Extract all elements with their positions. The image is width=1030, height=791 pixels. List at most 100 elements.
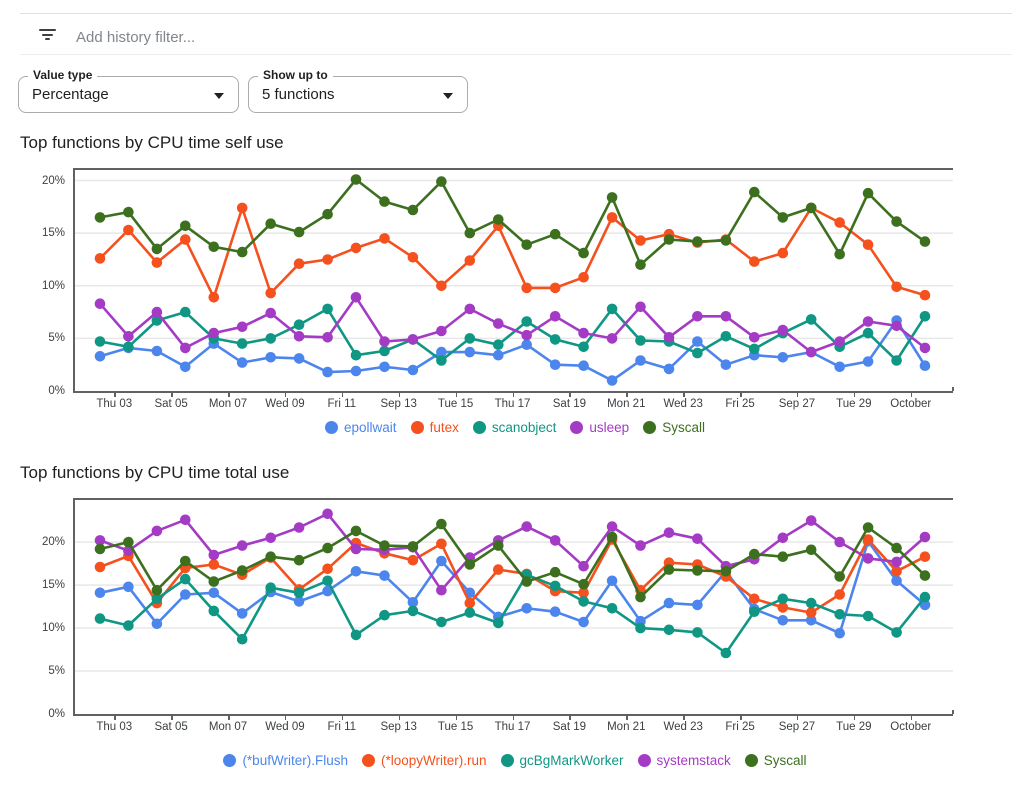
data-point[interactable]: [834, 217, 845, 228]
data-point[interactable]: [407, 204, 419, 216]
data-point[interactable]: [350, 365, 362, 377]
data-point[interactable]: [549, 334, 561, 345]
data-point[interactable]: [720, 331, 732, 342]
data-point[interactable]: [180, 361, 191, 373]
data-point[interactable]: [123, 206, 134, 218]
data-point[interactable]: [94, 613, 106, 624]
data-point[interactable]: [578, 247, 589, 259]
data-point[interactable]: [94, 253, 106, 264]
data-point[interactable]: [521, 339, 532, 350]
data-point[interactable]: [236, 357, 248, 368]
data-point[interactable]: [293, 331, 305, 342]
data-point[interactable]: [123, 581, 134, 593]
data-point[interactable]: [322, 332, 333, 343]
data-point[interactable]: [236, 565, 248, 576]
data-point[interactable]: [265, 287, 276, 299]
data-point[interactable]: [834, 336, 845, 347]
data-point[interactable]: [919, 591, 931, 603]
data-point[interactable]: [635, 335, 646, 346]
data-point[interactable]: [265, 551, 276, 562]
data-point[interactable]: [436, 555, 447, 567]
data-point[interactable]: [777, 551, 789, 562]
data-point[interactable]: [578, 596, 589, 607]
data-point[interactable]: [720, 359, 732, 370]
data-point[interactable]: [436, 584, 447, 596]
data-point[interactable]: [805, 346, 817, 358]
data-point[interactable]: [549, 606, 561, 617]
data-point[interactable]: [805, 597, 817, 609]
data-point[interactable]: [663, 332, 675, 343]
data-point[interactable]: [236, 202, 248, 214]
data-point[interactable]: [663, 527, 675, 538]
data-point[interactable]: [464, 346, 476, 358]
data-point[interactable]: [350, 629, 362, 641]
data-point[interactable]: [94, 543, 106, 555]
data-point[interactable]: [720, 311, 732, 322]
show-up-to-dropdown[interactable]: Show up to 5 functions: [248, 68, 468, 113]
data-point[interactable]: [265, 218, 276, 229]
data-point[interactable]: [834, 571, 845, 582]
data-point[interactable]: [777, 615, 789, 626]
data-point[interactable]: [862, 187, 874, 199]
data-point[interactable]: [180, 514, 191, 526]
data-point[interactable]: [493, 349, 504, 361]
data-point[interactable]: [549, 580, 561, 592]
data-point[interactable]: [293, 353, 305, 364]
data-point[interactable]: [293, 554, 305, 566]
data-point[interactable]: [919, 342, 931, 354]
data-point[interactable]: [208, 549, 220, 561]
data-point[interactable]: [151, 315, 163, 326]
data-point[interactable]: [123, 536, 134, 548]
legend-item[interactable]: (*bufWriter).Flush: [223, 753, 348, 768]
data-point[interactable]: [293, 258, 305, 269]
data-point[interactable]: [521, 239, 532, 250]
data-point[interactable]: [578, 560, 589, 572]
data-point[interactable]: [464, 607, 476, 618]
data-point[interactable]: [606, 375, 618, 386]
cpu-total-use-chart-plot[interactable]: [73, 498, 953, 716]
data-point[interactable]: [891, 320, 902, 332]
data-point[interactable]: [350, 242, 362, 254]
data-point[interactable]: [834, 627, 845, 639]
data-point[interactable]: [436, 538, 447, 550]
data-point[interactable]: [919, 311, 931, 322]
data-point[interactable]: [293, 596, 305, 607]
data-point[interactable]: [777, 352, 789, 363]
data-point[interactable]: [805, 202, 817, 214]
data-point[interactable]: [549, 282, 561, 294]
data-point[interactable]: [464, 597, 476, 609]
data-point[interactable]: [606, 521, 618, 532]
data-point[interactable]: [379, 233, 390, 244]
data-point[interactable]: [663, 234, 675, 245]
data-point[interactable]: [350, 349, 362, 361]
data-point[interactable]: [350, 543, 362, 555]
data-point[interactable]: [464, 227, 476, 239]
data-point[interactable]: [749, 593, 760, 605]
data-point[interactable]: [635, 235, 646, 246]
data-point[interactable]: [407, 541, 419, 552]
data-point[interactable]: [805, 515, 817, 526]
legend-item[interactable]: gcBgMarkWorker: [500, 753, 624, 768]
data-point[interactable]: [663, 564, 675, 575]
data-point[interactable]: [464, 333, 476, 344]
data-point[interactable]: [692, 336, 703, 347]
data-point[interactable]: [180, 589, 191, 600]
data-point[interactable]: [493, 617, 504, 629]
data-point[interactable]: [493, 540, 504, 551]
data-point[interactable]: [777, 593, 789, 605]
data-point[interactable]: [606, 603, 618, 614]
data-point[interactable]: [94, 336, 106, 347]
data-point[interactable]: [94, 535, 106, 546]
data-point[interactable]: [749, 343, 760, 355]
data-point[interactable]: [236, 608, 248, 619]
data-point[interactable]: [407, 334, 419, 345]
data-point[interactable]: [350, 174, 362, 185]
data-point[interactable]: [94, 298, 106, 309]
data-point[interactable]: [180, 555, 191, 567]
data-point[interactable]: [521, 576, 532, 587]
data-point[interactable]: [208, 605, 220, 617]
data-point[interactable]: [265, 352, 276, 363]
data-point[interactable]: [919, 531, 931, 543]
data-point[interactable]: [464, 255, 476, 266]
data-point[interactable]: [891, 627, 902, 638]
